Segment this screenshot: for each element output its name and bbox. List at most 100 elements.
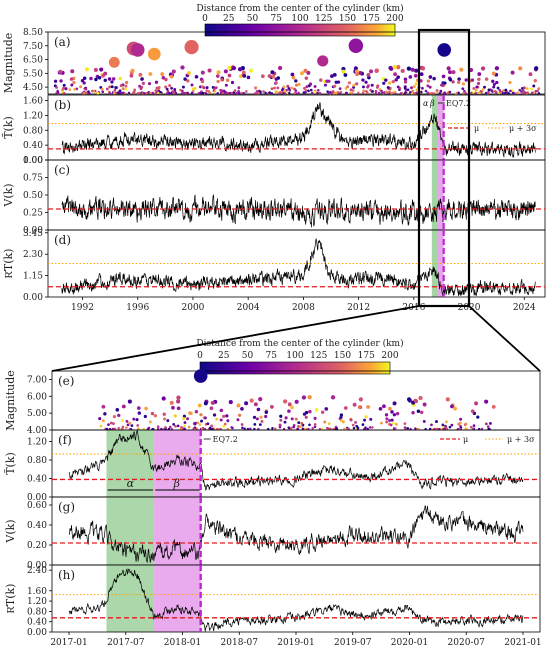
x-tick-label: 2000 [182,303,205,313]
x-tick-label: 2017-07 [107,638,145,648]
event-marker [365,89,368,93]
event-marker [252,415,257,419]
event-marker [249,398,254,403]
event-marker [353,66,359,71]
event-marker [392,64,397,70]
y-tick-label: 0.40 [23,141,43,151]
event-marker [80,79,85,83]
event-marker [257,92,261,95]
event-marker [388,65,393,71]
event-marker [408,75,413,79]
event-marker [237,67,243,72]
event-marker [318,92,322,95]
event-marker [138,84,142,88]
y-axis-label: R͂T(k) [2,249,15,279]
event-marker [330,74,334,78]
event-marker [162,412,166,416]
event-marker [486,425,490,428]
event-marker [395,411,400,416]
event-marker [300,422,304,425]
event-marker [363,418,367,422]
event-marker [525,91,529,95]
event-marker [313,90,317,93]
beta-label: β [429,99,435,108]
alpha-band [106,497,155,565]
event-marker [282,85,286,89]
large-event-marker [348,38,364,54]
event-marker [303,68,308,73]
event-marker [288,91,291,95]
event-marker [245,90,248,93]
event-marker [307,89,310,93]
y-tick-label: 0.25 [23,209,43,219]
event-marker [130,68,135,73]
event-marker [191,90,195,93]
x-tick-label: 2018-01 [164,638,201,648]
x-tick-label: 2019-07 [334,638,372,648]
event-marker [136,406,141,410]
event-marker [366,405,370,409]
event-marker [451,70,456,75]
event-marker [534,89,538,93]
event-marker [109,421,113,425]
event-marker [125,426,128,429]
event-marker [302,91,306,94]
large-event-marker [130,43,145,57]
event-marker [241,426,244,430]
event-marker [412,92,415,95]
panel-h: 0.000.400.801.201.602.40R͂T(k)(h) [4,564,541,638]
event-marker [164,85,168,89]
event-marker [393,72,397,77]
event-marker [477,72,482,77]
event-marker [428,85,432,89]
event-marker [125,80,129,85]
event-marker [406,88,410,92]
event-marker [192,427,195,430]
event-marker [176,406,181,411]
event-marker [255,417,259,421]
event-marker [294,79,298,83]
y-tick-label: 0.00 [23,226,43,236]
event-marker [195,427,198,431]
event-marker [136,92,139,95]
event-marker [216,79,220,84]
event-marker [424,89,428,93]
event-marker [459,67,464,72]
event-marker [313,416,317,420]
event-marker [492,82,496,86]
event-marker [362,89,366,93]
event-marker [352,402,357,407]
event-marker [489,422,492,425]
event-marker [183,424,186,428]
colorbar-tick-label: 50 [242,351,254,361]
event-marker [355,72,360,77]
event-marker [338,87,342,91]
y-tick-label: 0.40 [27,521,47,531]
x-tick-label: 2020 [458,303,481,313]
event-marker [368,426,372,429]
alpha-band [431,95,439,160]
y-tick-label: 0.40 [27,475,47,485]
event-marker [156,91,160,95]
event-marker [193,421,197,425]
event-marker [253,427,256,431]
event-marker [118,89,122,92]
event-marker [62,83,66,87]
event-marker [82,81,86,85]
event-marker [255,92,259,95]
event-marker [113,88,117,92]
event-marker [278,91,282,94]
event-marker [274,90,278,93]
event-marker [97,75,102,80]
event-marker [435,420,438,424]
y-tick-label: 4.00 [27,426,47,436]
y-axis-label: Magnitude [2,33,15,94]
event-marker [183,427,186,430]
event-marker [70,69,75,74]
axes-frame [47,159,546,231]
event-marker [215,417,219,421]
event-marker [491,79,495,83]
event-marker [286,84,290,88]
event-marker [262,90,265,93]
event-marker [305,85,309,89]
